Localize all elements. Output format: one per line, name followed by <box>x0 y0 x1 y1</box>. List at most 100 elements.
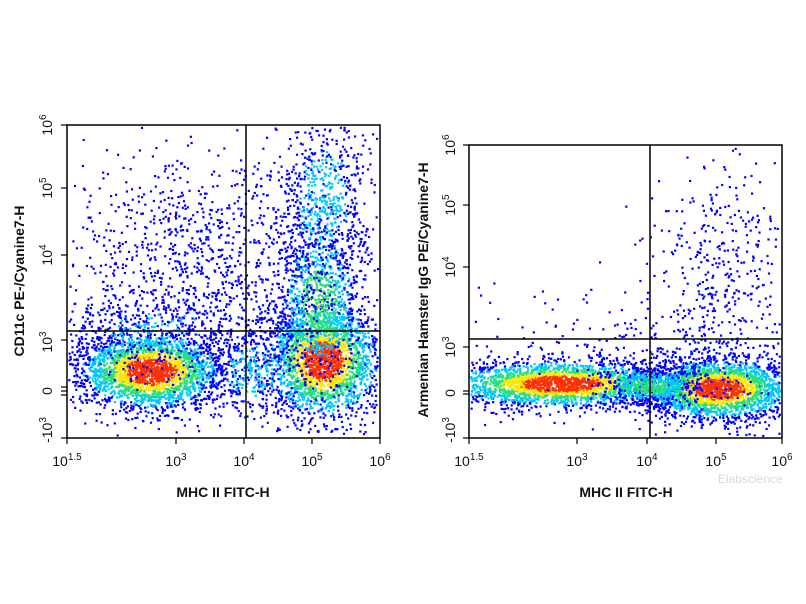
left-plot-event-dot <box>311 382 314 385</box>
left-plot-event-dot <box>123 356 127 359</box>
left-plot-event-dot <box>349 228 352 231</box>
left-plot-event-dot <box>168 384 171 387</box>
left-plot-event-dot <box>275 327 278 330</box>
left-plot-event-dot <box>108 398 111 401</box>
left-plot-event-dot <box>319 341 322 344</box>
left-plot-event-dot <box>291 399 294 402</box>
left-plot-event-dot <box>196 361 199 364</box>
left-plot-event-dot <box>223 362 226 365</box>
left-plot-event-dot <box>357 324 360 328</box>
left-plot-event-dot <box>298 368 301 371</box>
left-plot-event-dot <box>161 380 164 383</box>
left-plot-event-dot <box>140 334 143 338</box>
left-plot-event-dot <box>103 385 106 388</box>
left-plot-event-dot <box>320 346 323 349</box>
left-plot-event-dot <box>108 335 111 338</box>
left-plot-event-dot <box>333 416 336 419</box>
left-plot-event-dot <box>94 381 98 384</box>
left-plot-event-dot <box>90 339 93 342</box>
left-plot-event-dot <box>186 356 190 360</box>
left-plot-event-dot <box>326 343 329 346</box>
left-plot-event-dot <box>324 414 327 417</box>
left-plot-event-dot <box>342 323 345 326</box>
left-plot-event-dot <box>359 319 362 322</box>
left-plot-event-dot <box>147 343 150 346</box>
left-plot-event-dot <box>281 347 284 350</box>
left-plot-event-dot <box>305 403 308 406</box>
left-plot-event-dot <box>277 409 280 412</box>
left-plot-event-dot <box>171 364 175 368</box>
left-plot-event-dot <box>208 361 211 365</box>
left-plot-event-dot <box>193 382 196 385</box>
left-plot-event-dot <box>126 367 129 370</box>
left-plot-event-dot <box>362 361 365 364</box>
left-plot-event-dot <box>131 382 134 385</box>
left-plot-event-dot <box>286 425 289 428</box>
left-plot-event-dot <box>152 352 155 355</box>
left-plot-event-dot <box>134 373 137 376</box>
left-plot-event-dot <box>342 347 345 350</box>
left-plot-event-dot <box>327 322 330 325</box>
left-plot-event-dot <box>331 412 335 415</box>
left-plot-event-dot <box>152 399 155 402</box>
left-plot-event-dot <box>72 401 75 404</box>
left-plot-event-dot <box>99 403 102 406</box>
left-plot-event-dot <box>137 387 140 390</box>
left-plot-event-dot <box>329 395 332 398</box>
left-plot-event-dot <box>126 411 129 414</box>
left-plot-event-dot <box>376 357 379 360</box>
left-plot-event-dot <box>369 384 372 387</box>
left-plot-event-dot <box>281 290 284 293</box>
left-plot-event-dot <box>179 356 183 359</box>
left-plot-event-dot <box>294 368 297 371</box>
left-plot-event-dot <box>308 381 311 384</box>
left-plot-event-dot <box>154 399 157 402</box>
left-plot-event-dot <box>178 376 181 379</box>
left-plot-event-dot <box>141 376 144 379</box>
left-plot-event-dot <box>177 385 180 388</box>
left-plot-event-dot <box>346 326 349 329</box>
left-plot-event-dot <box>139 406 142 409</box>
left-plot-event-dot <box>366 412 369 415</box>
left-plot-event-dot <box>289 331 292 334</box>
left-plot-event-dot <box>117 369 120 372</box>
left-plot-event-dot <box>143 339 146 342</box>
left-plot-event-dot <box>182 350 185 353</box>
left-plot-event-dot <box>304 303 308 306</box>
left-plot-event-dot <box>189 352 192 356</box>
left-plot-event-dot <box>215 397 219 400</box>
left-plot-event-dot <box>145 314 148 317</box>
left-plot-event-dot <box>182 356 185 359</box>
left-plot-event-dot <box>355 347 358 350</box>
left-plot-event-dot <box>183 387 186 391</box>
left-plot-event-dot <box>335 353 338 356</box>
left-plot-event-dot <box>371 377 374 380</box>
left-plot-event-dot <box>336 319 339 322</box>
left-plot-event-dot <box>315 377 318 380</box>
left-plot-event-dot <box>117 361 120 364</box>
left-plot-event-dot <box>297 346 301 349</box>
left-plot-event-dot <box>84 399 87 402</box>
left-plot-event-dot <box>189 374 192 377</box>
left-plot-event-dot <box>338 352 341 355</box>
left-plot-event-dot <box>232 385 235 388</box>
left-plot-event-dot <box>281 403 284 406</box>
left-plot-event-dot <box>341 359 344 362</box>
left-plot-event-dot <box>275 360 278 363</box>
left-plot-event-dot <box>277 427 280 430</box>
left-plot-event-dot <box>285 378 288 381</box>
left-plot-event-dot <box>302 320 305 323</box>
left-plot-event-dot <box>330 396 333 399</box>
left-plot-event-dot <box>178 346 181 349</box>
left-plot-event-dot <box>183 349 187 352</box>
left-plot-event-dot <box>332 395 335 398</box>
left-plot-event-dot <box>216 394 219 397</box>
left-plot-event-dot <box>360 339 363 342</box>
left-plot-event-dot <box>359 342 362 345</box>
left-plot-event-dot <box>166 414 169 417</box>
left-plot-event-dot <box>359 423 362 426</box>
left-plot-event-dot <box>152 358 155 361</box>
left-plot-event-dot <box>275 404 278 407</box>
left-plot-event-dot <box>267 359 270 362</box>
left-plot-event-dot <box>152 350 155 353</box>
